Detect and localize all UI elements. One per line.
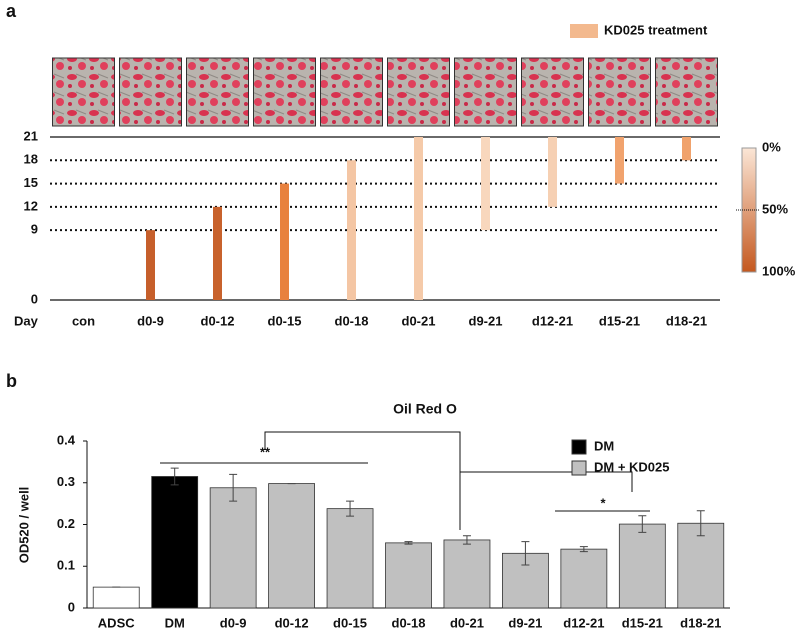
x-tick-label: d0-21: [402, 313, 436, 328]
x-tick-label: d18-21: [680, 615, 721, 630]
x-tick-label: d0-18: [335, 313, 369, 328]
x-tick-label: d0-18: [392, 615, 426, 630]
micrograph: [52, 57, 115, 127]
treatment-bar: [481, 137, 490, 231]
y-tick-label: 15: [24, 175, 38, 190]
bar: [385, 542, 432, 609]
bar: [268, 483, 315, 609]
x-tick-label: d18-21: [666, 313, 707, 328]
colorbar-label: 50%: [762, 201, 788, 216]
treatment-bar: [280, 183, 289, 300]
error-bar: [579, 546, 588, 553]
significance: *: [600, 495, 606, 510]
x-tick-label: d9-21: [469, 313, 503, 328]
x-tick-label: d15-21: [599, 313, 640, 328]
error-bar: [229, 473, 238, 502]
treatment-bar: [615, 137, 624, 184]
x-tick-label: d12-21: [563, 615, 604, 630]
y-tick-label: 0: [68, 599, 75, 614]
x-tick-label: d0-21: [450, 615, 484, 630]
error-bar: [462, 535, 471, 545]
chart-title: Oil Red O: [393, 401, 457, 417]
y-axis-label: OD520 / well: [16, 487, 31, 564]
treatment-bar: [548, 137, 557, 207]
micrograph: [588, 57, 651, 127]
error-bar: [346, 500, 355, 517]
legend-label: DM + KD025: [594, 459, 670, 474]
x-tick-label: d0-15: [333, 615, 367, 630]
treatment-bar: [682, 137, 691, 161]
bar: [151, 476, 199, 609]
significance-brackets: [160, 431, 650, 530]
y-tick-label: 21: [24, 128, 38, 143]
micrograph: [521, 57, 584, 127]
y-tick-label: 0.4: [57, 432, 76, 447]
x-tick-label: d12-21: [532, 313, 573, 328]
treatment-bar: [414, 137, 423, 300]
panel-label: a: [6, 1, 17, 21]
x-tick-label: DM: [165, 615, 185, 630]
y-tick-label: 0.1: [57, 558, 75, 573]
micrograph: [387, 57, 450, 127]
x-tick-label: d0-12: [275, 615, 309, 630]
y-tick-label: 9: [31, 222, 38, 237]
y-tick-label: 12: [24, 198, 38, 213]
micrograph: [253, 57, 316, 127]
bar: [677, 522, 725, 609]
error-bar: [521, 541, 530, 566]
y-tick-label: 0.2: [57, 516, 75, 531]
x-tick-label: ADSC: [98, 615, 135, 630]
bar: [326, 508, 374, 609]
x-tick-label: d0-9: [137, 313, 164, 328]
panel-label: b: [6, 371, 17, 391]
x-tick-label: d0-12: [201, 313, 235, 328]
treatment-bar: [213, 206, 222, 300]
micrograph-row: [52, 57, 718, 127]
bar: [618, 523, 666, 609]
bar: [443, 539, 491, 609]
legend-swatch: [571, 439, 587, 455]
x-tick-label: con: [72, 313, 95, 328]
micrograph: [119, 57, 182, 127]
error-bar: [404, 541, 413, 545]
x-tick-label: d0-15: [268, 313, 302, 328]
significance: **: [260, 444, 271, 459]
legend-swatch: [570, 24, 598, 38]
x-tick-label: d15-21: [622, 615, 663, 630]
legend-label: KD025 treatment: [604, 22, 708, 37]
y-axis-label: Day: [14, 313, 39, 328]
micrograph: [454, 57, 517, 127]
x-tick-label: d9-21: [508, 615, 542, 630]
micrograph: [186, 57, 249, 127]
bar: [209, 487, 257, 609]
x-tick-label: d0-9: [220, 615, 247, 630]
y-tick-label: 0: [31, 291, 38, 306]
legend-label: DM: [594, 438, 614, 453]
bar: [560, 548, 608, 609]
error-bar: [170, 467, 179, 486]
treatment-bar: [347, 160, 356, 300]
micrograph: [655, 57, 718, 127]
colorbar-label: 100%: [762, 263, 796, 278]
colorbar-label: 0%: [762, 139, 781, 154]
y-tick-label: 0.3: [57, 474, 75, 489]
y-tick-label: 18: [24, 152, 38, 167]
error-bar: [638, 515, 647, 533]
bar: [92, 586, 140, 609]
legend-swatch: [571, 460, 587, 476]
error-bar: [696, 510, 705, 537]
treatment-bar: [146, 230, 155, 300]
micrograph: [320, 57, 383, 127]
